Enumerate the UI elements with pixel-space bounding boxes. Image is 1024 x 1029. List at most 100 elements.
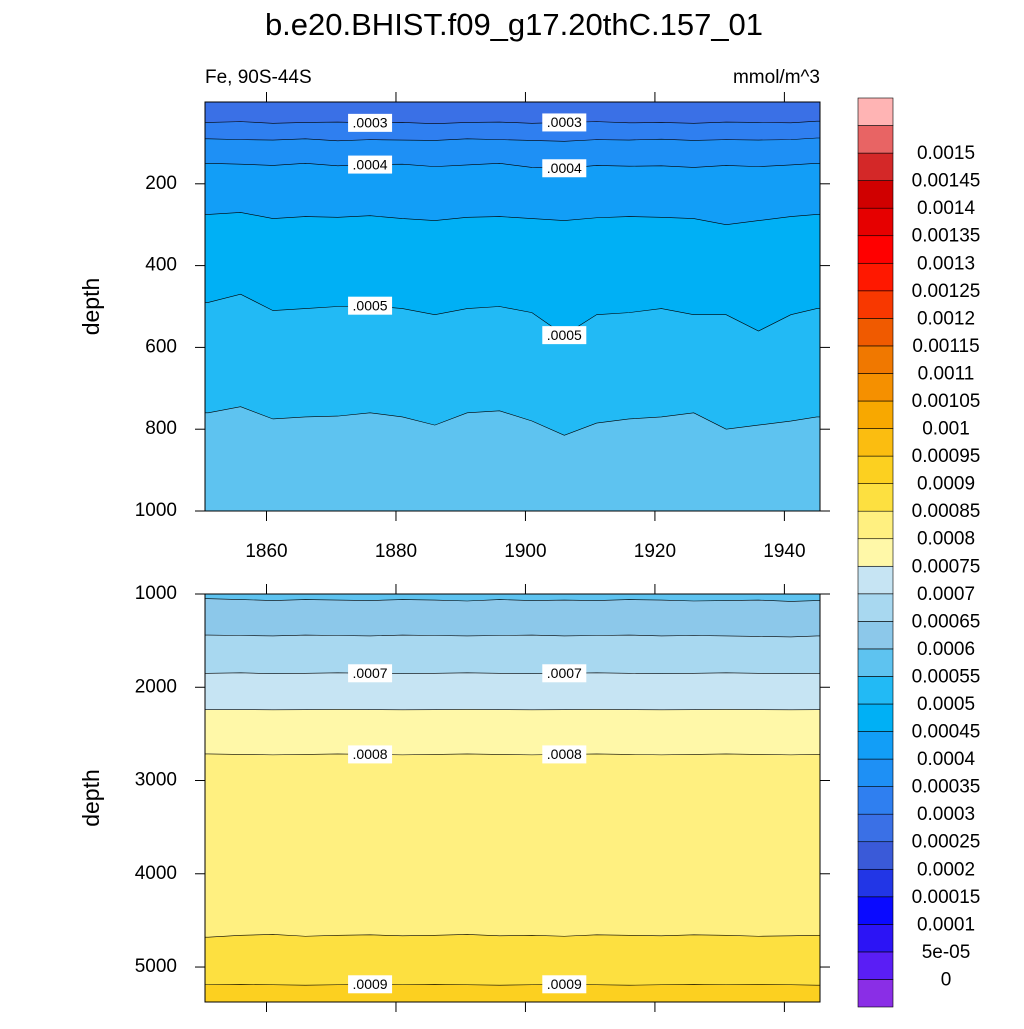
- y-axis-title: depth: [78, 278, 104, 336]
- colorbar-box: [858, 456, 893, 484]
- y-tick-label: 2000: [135, 676, 177, 697]
- colorbar-box: [858, 126, 893, 154]
- colorbar-box: [858, 676, 893, 704]
- subtitle-right: mmol/m^3: [733, 67, 820, 88]
- plot-area: .0007 .0007 .0008 .0008 .0009 .0009: [205, 594, 820, 1002]
- colorbar-box: [858, 759, 893, 787]
- y-tick-label: 5000: [135, 956, 177, 977]
- colorbar-label: 0.00015: [912, 887, 981, 908]
- y-tick-label: 800: [145, 418, 177, 439]
- colorbar-label: 0.0002: [917, 859, 975, 880]
- contour-label: .0004: [353, 156, 388, 172]
- colorbar-box: [858, 924, 893, 952]
- y-axis-title: depth: [78, 769, 104, 827]
- contour-label: .0003: [547, 114, 582, 130]
- contour-label: .0003: [353, 115, 388, 131]
- colorbar-box: [858, 401, 893, 429]
- contour-label: .0009: [353, 976, 388, 992]
- colorbar-label: 0.0005: [917, 694, 975, 715]
- plot-area: .0003 .0003 .0004 .0004 .0005 .0005: [205, 102, 820, 511]
- colorbar-label: 0.00135: [912, 226, 981, 247]
- colorbar-label: 0.0012: [917, 308, 975, 329]
- colorbar-box: [858, 594, 893, 622]
- colorbar-box: [858, 649, 893, 677]
- colorbar-box: [858, 484, 893, 512]
- contour-label: .0007: [353, 665, 388, 681]
- colorbar-label: 0.00045: [912, 722, 981, 743]
- colorbar-box: [858, 869, 893, 897]
- colorbar-label: 0.00075: [912, 556, 981, 577]
- colorbar-box: [858, 842, 893, 870]
- contour-label: .0004: [547, 160, 582, 176]
- colorbar-box: [858, 291, 893, 319]
- colorbar-label: 0: [941, 969, 952, 990]
- colorbar-box: [858, 787, 893, 815]
- colorbar-label: 0.00025: [912, 832, 981, 853]
- colorbar-label: 0.00035: [912, 777, 981, 798]
- y-tick-label: 4000: [135, 863, 177, 884]
- colorbar-box: [858, 153, 893, 181]
- y-tick-label: 1000: [135, 500, 177, 521]
- colorbar-label: 0.0015: [917, 143, 975, 164]
- colorbar-label: 0.0004: [917, 749, 976, 770]
- subtitle-left: Fe, 90S-44S: [205, 67, 312, 88]
- contour-label: .0009: [547, 976, 582, 992]
- y-tick-label: 200: [145, 173, 177, 194]
- colorbar-box: [858, 181, 893, 209]
- colorbar-label: 0.00145: [912, 171, 981, 192]
- colorbar-label: 0.0011: [918, 363, 975, 384]
- colorbar-label: 0.00095: [912, 446, 981, 467]
- y-tick-label: 400: [145, 255, 177, 276]
- x-tick-label: 1860: [245, 541, 287, 562]
- colorbar-label: 0.0003: [917, 804, 975, 825]
- colorbar-box: [858, 814, 893, 842]
- x-tick-label: 1920: [634, 541, 676, 562]
- colorbar-box: [858, 511, 893, 539]
- colorbar-label: 0.00055: [912, 666, 981, 687]
- colorbar-box: [858, 373, 893, 401]
- colorbar-label: 0.0013: [917, 253, 975, 274]
- colorbar-label: 5e-05: [922, 942, 971, 963]
- colorbar-box: [858, 98, 893, 126]
- colorbar-label: 0.00065: [912, 611, 981, 632]
- band: [205, 984, 820, 1002]
- colorbar-label: 0.00105: [912, 391, 981, 412]
- x-tick-label: 1880: [375, 541, 417, 562]
- colorbar-box: [858, 566, 893, 594]
- colorbar-box: [858, 897, 893, 925]
- chart-title: b.e20.BHIST.f09_g17.20thC.157_01: [265, 7, 763, 42]
- y-tick-label: 1000: [135, 583, 177, 604]
- colorbar-label: 0.0001: [917, 914, 975, 935]
- colorbar-box: [858, 952, 893, 980]
- colorbar-box: [858, 263, 893, 291]
- colorbar-box: [858, 539, 893, 567]
- colorbar-label: 0.0008: [917, 529, 975, 550]
- y-tick-label: 3000: [135, 770, 177, 791]
- contour-label: .0005: [547, 327, 582, 343]
- colorbar-box: [858, 318, 893, 346]
- colorbar-box: [858, 979, 893, 1007]
- contour-label: .0007: [547, 665, 582, 681]
- colorbar-box: [858, 621, 893, 649]
- colorbar-box: [858, 704, 893, 732]
- colorbar-box: [858, 429, 893, 457]
- x-tick-label: 1940: [763, 541, 805, 562]
- colorbar-label: 0.0006: [917, 639, 975, 660]
- colorbar-label: 0.0014: [917, 198, 976, 219]
- colorbar-label: 0.00125: [912, 281, 981, 302]
- colorbar-label: 0.0009: [917, 474, 975, 495]
- colorbar-box: [858, 208, 893, 236]
- colorbar-label: 0.00115: [912, 336, 979, 357]
- colorbar-label: 0.0007: [917, 584, 975, 605]
- colorbar-box: [858, 346, 893, 374]
- colorbar-box: [858, 732, 893, 760]
- contour-label: .0008: [547, 746, 582, 762]
- colorbar-box: [858, 236, 893, 264]
- colorbar-label: 0.001: [922, 419, 970, 440]
- x-tick-label: 1900: [504, 541, 546, 562]
- colorbar-label: 0.00085: [912, 501, 981, 522]
- contour-label: .0005: [353, 297, 388, 313]
- contour-label: .0008: [353, 746, 388, 762]
- y-tick-label: 600: [145, 336, 177, 357]
